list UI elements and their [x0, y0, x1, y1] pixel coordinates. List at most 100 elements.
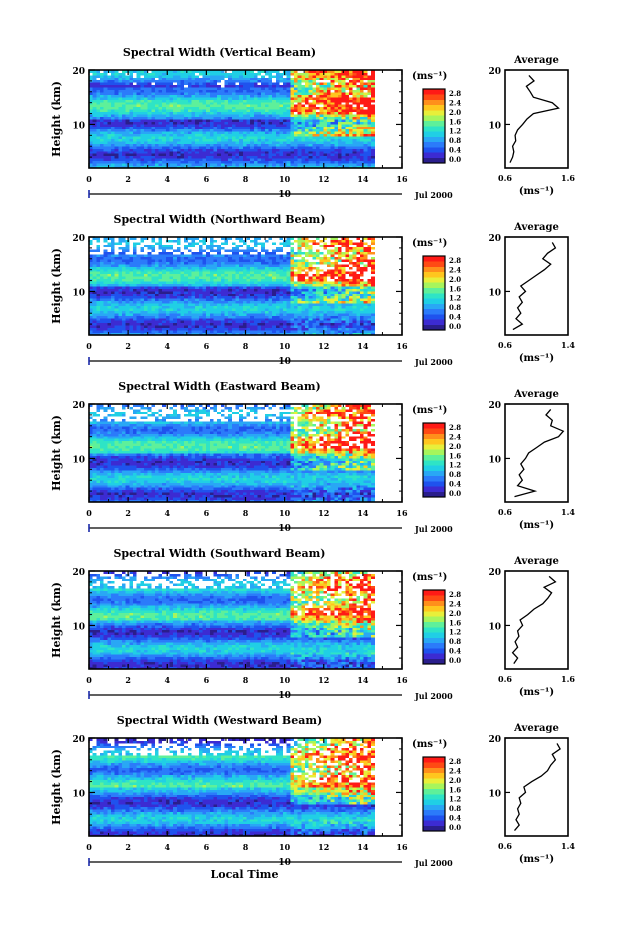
heatmap-cell — [224, 288, 229, 292]
heatmap-cell — [224, 165, 229, 169]
heatmap-cell — [370, 72, 376, 76]
heatmap-cell — [246, 84, 251, 88]
heatmap-cell — [316, 72, 321, 76]
heatmap-cell — [132, 286, 137, 289]
heatmap-cell — [125, 128, 130, 132]
heatmap-cell — [195, 84, 200, 88]
heatmap-cell — [151, 322, 156, 326]
heatmap-cell — [129, 111, 134, 115]
heatmap-cell — [268, 99, 273, 103]
heatmap-cell — [239, 317, 244, 321]
heatmap-cell — [231, 106, 236, 110]
heatmap-cell — [147, 298, 152, 302]
heatmap-cell — [114, 310, 119, 314]
heatmap-cell — [242, 150, 247, 154]
heatmap-cell — [158, 96, 163, 100]
heatmap-cell — [352, 114, 357, 117]
heatmap-cell — [140, 123, 145, 127]
heatmap-cell — [268, 160, 273, 164]
heatmap-cell — [129, 89, 134, 93]
heatmap-cell — [96, 283, 101, 287]
heatmap-cell — [140, 305, 145, 309]
heatmap-cell — [305, 109, 310, 113]
heatmap-cell — [235, 89, 240, 93]
heatmap-cell — [158, 266, 163, 270]
colorbar-swatch — [423, 89, 445, 95]
heatmap-cell — [301, 74, 306, 78]
heatmap-cell — [345, 109, 350, 113]
heatmap-cell — [359, 123, 365, 127]
heatmap-cell — [275, 74, 280, 78]
heatmap-cell — [370, 104, 376, 108]
heatmap-cell — [176, 82, 181, 86]
heatmap-cell — [169, 106, 174, 110]
heatmap-cell — [173, 246, 178, 250]
heatmap-cell — [352, 70, 357, 73]
heatmap-cell — [301, 153, 306, 157]
heatmap-cell — [283, 123, 288, 127]
heatmap-cell — [195, 116, 200, 120]
heatmap-cell — [176, 295, 181, 299]
heatmap-cell — [92, 70, 97, 73]
heatmap-cell — [198, 315, 203, 319]
heatmap-cell — [253, 141, 258, 144]
heatmap-cell — [92, 99, 97, 103]
heatmap-cell — [132, 244, 137, 248]
heatmap-cell — [209, 249, 214, 253]
heatmap-cell — [140, 266, 145, 270]
heatmap-cell — [202, 114, 207, 117]
heatmap-cell — [151, 288, 156, 292]
heatmap-cell — [231, 79, 236, 83]
heatmap-cell — [246, 109, 251, 113]
heatmap-cell — [121, 256, 127, 260]
heatmap-cell — [312, 84, 317, 88]
heatmap-cell — [206, 116, 211, 120]
heatmap-cell — [129, 315, 134, 319]
heatmap-cell — [92, 72, 97, 76]
heatmap-cell — [345, 77, 350, 81]
heatmap-cell — [338, 148, 343, 152]
heatmap-cell — [191, 148, 196, 152]
heatmap-cell — [217, 89, 222, 93]
heatmap-cell — [110, 145, 116, 149]
heatmap-cell — [338, 116, 343, 120]
heatmap-cell — [261, 121, 266, 125]
heatmap-cell — [143, 160, 148, 164]
heatmap-cell — [239, 121, 244, 125]
heatmap-cell — [99, 327, 105, 331]
heatmap-cell — [246, 332, 251, 336]
heatmap-cell — [96, 165, 101, 169]
heatmap-cell — [301, 99, 306, 103]
heatmap-cell — [176, 312, 181, 316]
heatmap-cell — [275, 70, 280, 73]
heatmap-cell — [239, 320, 244, 324]
heatmap-cell — [253, 163, 258, 166]
heatmap-cell — [220, 290, 225, 294]
heatmap-cell — [187, 126, 192, 130]
heatmap-cell — [143, 128, 148, 132]
heatmap-cell — [89, 96, 94, 100]
heatmap-cell — [272, 111, 277, 115]
heatmap-cell — [308, 148, 313, 152]
heatmap-cell — [275, 101, 280, 105]
heatmap-cell — [110, 82, 116, 86]
heatmap-cell — [268, 89, 273, 93]
heatmap-cell — [118, 246, 123, 250]
heatmap-cell — [224, 74, 229, 78]
heatmap-cell — [316, 143, 321, 147]
heatmap-cell — [217, 281, 222, 284]
heatmap-cell — [92, 263, 97, 267]
heatmap-cell — [121, 322, 127, 326]
heatmap-cell — [118, 82, 123, 86]
heatmap-cell — [158, 136, 163, 139]
heatmap-cell — [180, 317, 185, 321]
heatmap-cell — [140, 315, 145, 319]
heatmap-cell — [143, 310, 148, 314]
heatmap-cell — [107, 99, 112, 103]
heatmap-cell — [297, 111, 302, 115]
heatmap-cell — [136, 165, 141, 169]
heatmap-cell — [308, 84, 313, 88]
heatmap-cell — [202, 148, 207, 152]
heatmap-cell — [154, 82, 159, 86]
heatmap-cell — [224, 104, 229, 108]
